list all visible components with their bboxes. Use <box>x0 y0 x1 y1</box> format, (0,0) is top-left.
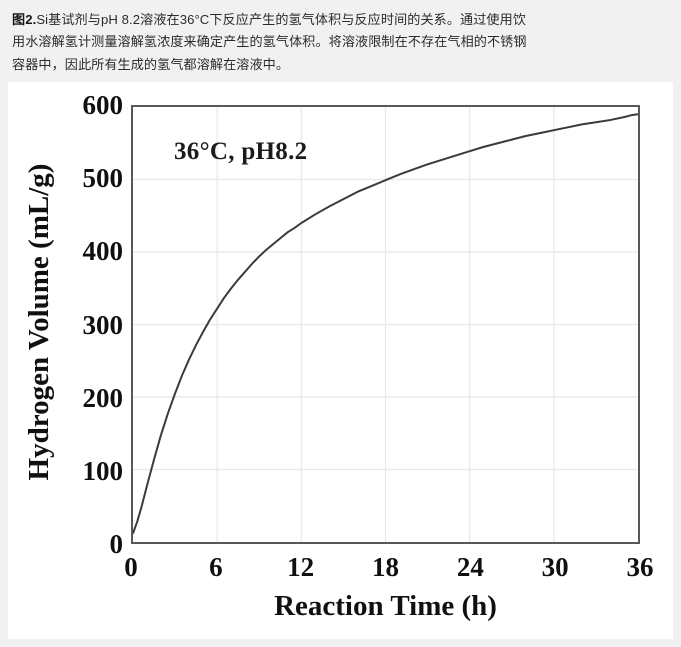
plot-annotation: 36°C, pH8.2 <box>174 138 308 165</box>
x-tick-label: 6 <box>209 552 223 582</box>
x-tick-label: 18 <box>372 552 399 582</box>
x-axis-title: Reaction Time (h) <box>274 590 497 622</box>
y-tick-label: 100 <box>82 455 124 486</box>
y-axis-tick-labels: 0 100 200 300 400 500 600 <box>31 92 124 558</box>
caption-line-1-text: Si基试剂与pH 8.2溶液在36°C下反应产生的氢气体积与反应时间的关系。通过… <box>36 12 527 27</box>
caption-figure-label: 图2. <box>12 12 37 27</box>
caption-line-3: 容器中，因此所有生成的氢气都溶解在溶液中。 <box>12 56 290 72</box>
x-axis-tick-labels: 0 6 12 18 24 30 36 <box>124 552 653 588</box>
figure-caption: 图2.Si基试剂与pH 8.2溶液在36°C下反应产生的氢气体积与反应时间的关系… <box>0 0 681 82</box>
y-tick-label: 300 <box>82 309 124 340</box>
y-tick-label: 600 <box>82 90 124 120</box>
figure-card: Hydrogen Volume (mL/g) 0 100 200 300 400 500 6… <box>8 82 673 639</box>
plot-area: 36°C, pH8.2 <box>131 105 640 544</box>
y-tick-label: 200 <box>82 382 124 413</box>
x-tick-label: 36 <box>626 552 654 582</box>
x-tick-label: 24 <box>456 552 484 582</box>
y-tick-label: 500 <box>82 163 124 194</box>
x-tick-label: 0 <box>124 552 138 582</box>
caption-line-2: 用水溶解氢计测量溶解氢浓度来确定产生的氢气体积。将溶液限制在不存在气相的不锈钢 <box>12 34 527 50</box>
caption-line-1: 图2.Si基试剂与pH 8.2溶液在36°C下反应产生的氢气体积与反应时间的关系… <box>12 9 669 31</box>
x-tick-label: 30 <box>541 552 569 582</box>
y-tick-label: 0 <box>109 529 124 559</box>
x-tick-label: 12 <box>287 552 315 582</box>
data-curve <box>133 113 638 535</box>
y-tick-label: 400 <box>82 236 124 267</box>
